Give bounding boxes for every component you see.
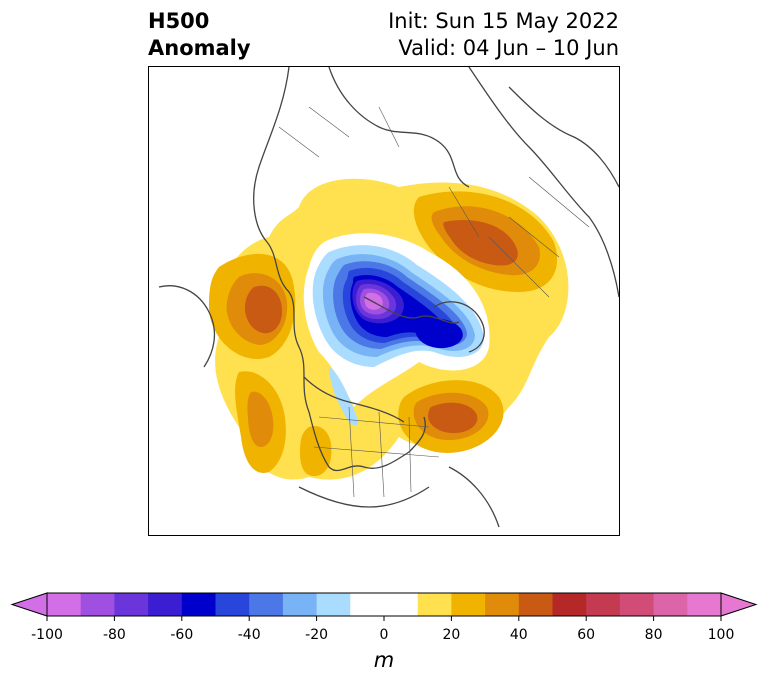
valid-period: Valid: 04 Jun – 10 Jun (398, 36, 619, 60)
colorbar-segment (249, 593, 284, 616)
colorbar-segment (80, 593, 115, 616)
colorbar-segment (316, 593, 351, 616)
map-canvas (158, 67, 619, 528)
positive-anomaly-layer (209, 178, 569, 480)
colorbar-tick-label: 80 (644, 627, 663, 643)
map-title: H500 Anomaly (148, 8, 251, 62)
title-line-2: Anomaly (148, 36, 251, 60)
title-line-1: H500 (148, 9, 210, 33)
colorbar-segment (215, 593, 250, 616)
colorbar-segment (552, 593, 587, 616)
colorbar-tick-label: -80 (102, 627, 126, 643)
colorbar-segment (148, 593, 183, 616)
colorbar-tick-label: 40 (509, 627, 528, 643)
colorbar-segment (181, 593, 216, 616)
colorbar (10, 592, 758, 621)
colorbar-segments (47, 593, 722, 616)
colorbar-tick-label: -40 (237, 627, 261, 643)
colorbar-segment (619, 593, 655, 616)
colorbar-unit-label: m (373, 648, 395, 672)
colorbar-segment (451, 593, 486, 616)
colorbar-segment (384, 593, 419, 616)
colorbar-segment (114, 593, 149, 616)
colorbar-tick-label: 100 (707, 627, 735, 643)
colorbar-segment (282, 593, 318, 616)
colorbar-overflow-triangle (720, 592, 758, 617)
colorbar-segment (687, 593, 722, 616)
colorbar-underflow-triangle (10, 592, 48, 617)
colorbar-tick-label: 0 (379, 627, 389, 643)
colorbar-segment (485, 593, 520, 616)
colorbar-ticks (46, 616, 722, 621)
negative-anomaly-layer (303, 233, 490, 426)
colorbar-segment (518, 593, 553, 616)
colorbar-segment (586, 593, 621, 616)
colorbar-segment (417, 593, 452, 616)
coastlines (158, 67, 619, 528)
colorbar-tick-label: -20 (305, 627, 329, 643)
political-borders (278, 106, 590, 498)
colorbar-segment (653, 593, 688, 616)
colorbar-tick-label: 60 (577, 627, 596, 643)
colorbar-tick-label: -60 (170, 627, 194, 643)
colorbar-segment (350, 593, 385, 616)
colorbar-tick-label: -100 (31, 627, 63, 643)
init-date: Init: Sun 15 May 2022 (388, 9, 619, 33)
colorbar-segment (47, 593, 82, 616)
anomaly-map (148, 66, 620, 536)
colorbar-tick-label: 20 (442, 627, 461, 643)
forecast-dates: Init: Sun 15 May 2022 Valid: 04 Jun – 10… (388, 8, 619, 62)
